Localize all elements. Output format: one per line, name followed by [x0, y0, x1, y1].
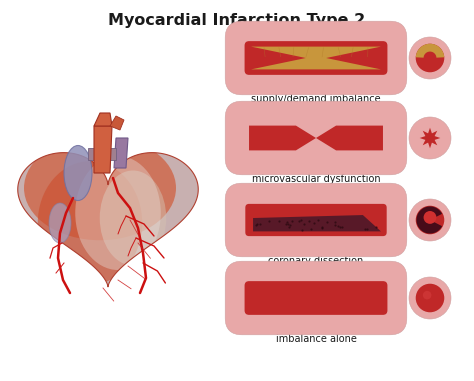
Circle shape — [416, 44, 444, 72]
FancyBboxPatch shape — [245, 281, 387, 315]
Text: Myocardial Infarction Type 2: Myocardial Infarction Type 2 — [109, 13, 365, 28]
Ellipse shape — [38, 161, 142, 285]
Polygon shape — [94, 113, 112, 126]
Circle shape — [409, 277, 451, 319]
Circle shape — [409, 117, 451, 159]
Circle shape — [409, 37, 451, 79]
FancyBboxPatch shape — [245, 41, 387, 75]
Polygon shape — [94, 126, 112, 173]
Ellipse shape — [64, 146, 92, 200]
Polygon shape — [110, 116, 124, 130]
Polygon shape — [249, 126, 383, 150]
FancyBboxPatch shape — [225, 183, 407, 257]
FancyBboxPatch shape — [225, 261, 407, 335]
Circle shape — [409, 199, 451, 241]
Circle shape — [423, 291, 431, 299]
Polygon shape — [114, 138, 128, 168]
Circle shape — [426, 57, 435, 66]
Circle shape — [424, 211, 437, 224]
Ellipse shape — [100, 171, 166, 266]
Circle shape — [416, 206, 444, 234]
Text: Vasospasm or coronary
microvascular dysfunction: Vasospasm or coronary microvascular dysf… — [252, 162, 380, 184]
Circle shape — [416, 284, 444, 312]
Polygon shape — [416, 44, 444, 58]
Ellipse shape — [24, 136, 176, 240]
Text: Non-atherosclerotic
coronary dissection: Non-atherosclerotic coronary dissection — [268, 244, 364, 266]
Ellipse shape — [75, 156, 161, 270]
FancyBboxPatch shape — [225, 21, 407, 95]
Text: Oxygen supply/demand
imbalance alone: Oxygen supply/demand imbalance alone — [258, 322, 374, 344]
Polygon shape — [417, 207, 442, 234]
Ellipse shape — [49, 203, 71, 243]
Polygon shape — [251, 46, 381, 59]
Polygon shape — [18, 153, 198, 287]
Polygon shape — [253, 215, 381, 231]
Text: Atherosclerosis and oxygen
supply/demand imbalance: Atherosclerosis and oxygen supply/demand… — [249, 82, 383, 104]
Polygon shape — [251, 58, 381, 69]
Polygon shape — [419, 128, 440, 148]
Polygon shape — [88, 148, 116, 160]
FancyBboxPatch shape — [225, 101, 407, 175]
FancyBboxPatch shape — [246, 204, 387, 236]
